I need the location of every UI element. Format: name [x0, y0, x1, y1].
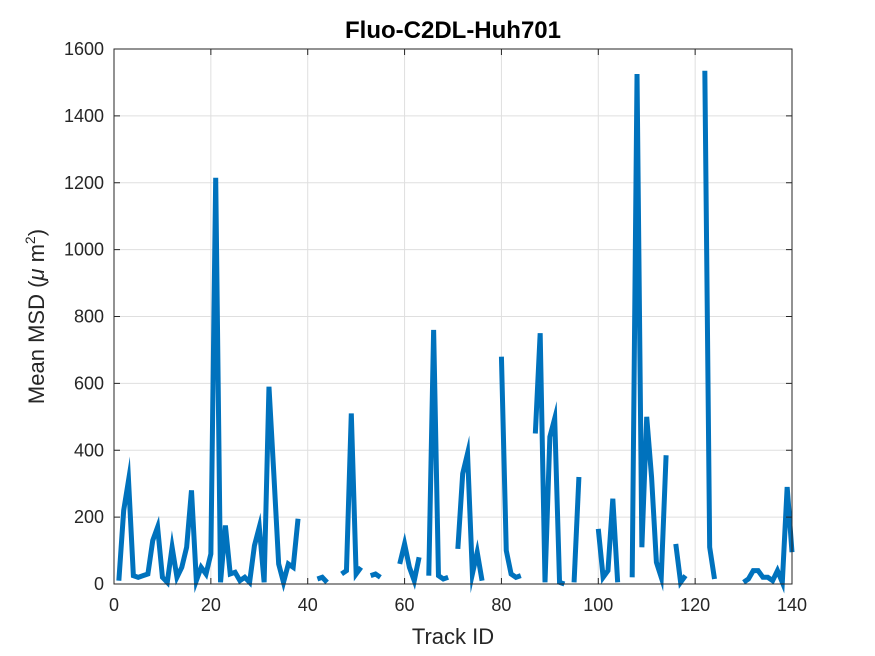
series-line-segment — [673, 543, 688, 589]
y-tick-label: 0 — [94, 574, 104, 594]
y-tick-label: 200 — [74, 507, 104, 527]
y-tick-label: 800 — [74, 307, 104, 327]
y-axis-label-superscript: 2 — [22, 236, 38, 244]
y-axis-ticks: 0 200 400 600 800 1000 1200 1400 1600 — [64, 39, 792, 594]
series-line-segment — [397, 532, 422, 590]
series-line-segment — [116, 177, 301, 594]
series-line-segment — [498, 356, 522, 581]
x-tick-label: 80 — [491, 595, 511, 615]
x-tick-label: 40 — [298, 595, 318, 615]
x-tick-label: 0 — [109, 595, 119, 615]
y-tick-label: 1200 — [64, 173, 104, 193]
series-line-segment — [629, 74, 669, 592]
series-line-segment — [571, 476, 582, 583]
series-line-segment — [595, 498, 621, 585]
x-tick-label: 120 — [680, 595, 710, 615]
series-line-segment — [455, 435, 485, 594]
x-tick-label: 140 — [777, 595, 807, 615]
x-axis-label: Track ID — [412, 624, 494, 649]
y-axis-label-suffix: ) — [24, 229, 49, 236]
y-tick-label: 1600 — [64, 39, 104, 59]
series-line-segment — [340, 413, 364, 582]
series-line-segment — [369, 571, 382, 580]
series-line-segment — [532, 333, 566, 587]
y-tick-label: 600 — [74, 373, 104, 393]
x-axis-ticks: 0 20 40 60 80 100 120 140 — [109, 49, 807, 615]
x-tick-label: 60 — [395, 595, 415, 615]
series-line — [116, 70, 795, 594]
series-line-segment — [316, 574, 329, 585]
y-axis-label-unit: m — [24, 244, 49, 268]
series-line-segment — [702, 70, 717, 580]
chart-title: Fluo-C2DL-Huh701 — [345, 17, 561, 44]
y-axis-label-mu: μ — [24, 269, 49, 282]
x-tick-label: 20 — [201, 595, 221, 615]
y-tick-label: 1400 — [64, 106, 104, 126]
x-tick-label: 100 — [583, 595, 613, 615]
y-axis-label: Mean MSD (μ m2) — [22, 229, 49, 404]
series-line-segment — [426, 329, 449, 582]
y-tick-label: 1000 — [64, 240, 104, 260]
y-tick-label: 400 — [74, 440, 104, 460]
y-axis-label-prefix: Mean MSD ( — [24, 280, 49, 404]
series-line-segment — [742, 486, 795, 594]
